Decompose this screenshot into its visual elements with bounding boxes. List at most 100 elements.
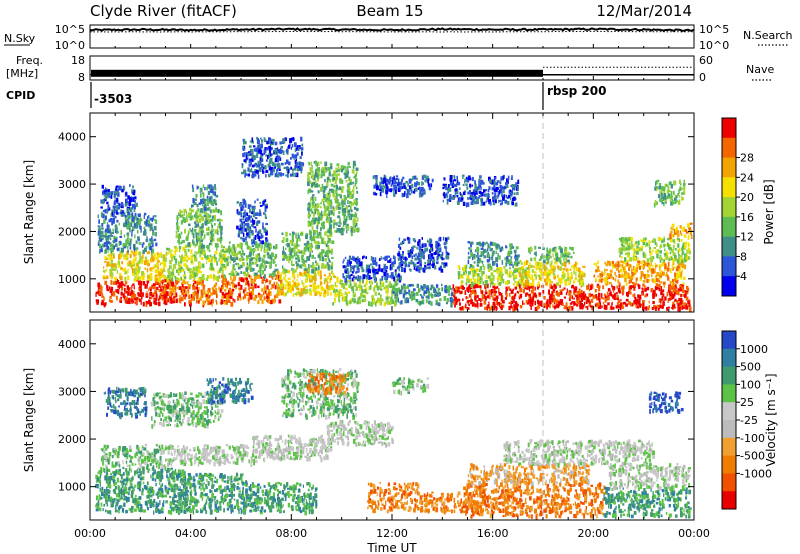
range-cell [675, 287, 677, 291]
range-cell [341, 198, 343, 203]
range-cell [541, 253, 544, 258]
range-cell [575, 266, 578, 272]
range-cell [223, 294, 227, 299]
range-cell [338, 187, 342, 191]
range-cell [202, 197, 205, 202]
range-cell [411, 249, 414, 255]
range-cell [124, 287, 126, 293]
range-cell [534, 286, 536, 291]
range-cell [146, 291, 148, 296]
range-cell [185, 211, 188, 214]
range-cell [312, 181, 315, 185]
range-cell [467, 288, 470, 292]
range-cell [109, 217, 113, 222]
range-cell [135, 276, 138, 281]
range-cell [221, 265, 224, 270]
range-cell [149, 245, 153, 251]
range-cell [356, 190, 359, 194]
range-cell [385, 255, 388, 260]
range-cell [312, 217, 315, 223]
range-cell [253, 210, 255, 216]
range-cell [435, 240, 438, 246]
range-cell [330, 183, 334, 187]
range-cell [171, 298, 174, 303]
range-cell [402, 239, 405, 244]
range-cell [499, 277, 502, 281]
range-cell [315, 261, 318, 267]
range-cell [106, 222, 109, 225]
range-cell [131, 232, 133, 237]
range-cell [222, 254, 225, 258]
range-cell [477, 295, 479, 299]
range-cell [196, 281, 199, 285]
range-cell [410, 252, 412, 257]
range-cell [211, 196, 213, 201]
range-cell [548, 255, 551, 259]
range-cell [151, 257, 155, 262]
range-cell [188, 294, 191, 300]
range-cell [152, 283, 156, 286]
range-cell [183, 290, 187, 296]
range-cell [216, 247, 218, 251]
range-cell [221, 249, 225, 253]
range-cell [315, 230, 318, 233]
range-cell [291, 286, 294, 292]
range-cell [542, 302, 546, 307]
range-cell [307, 247, 309, 252]
range-cell [120, 230, 122, 236]
range-cell [444, 289, 448, 294]
date-title: 12/Mar/2014 [596, 2, 692, 20]
range-cell [134, 212, 137, 218]
range-cell [579, 283, 581, 286]
range-cell [164, 299, 166, 304]
range-cell [119, 298, 122, 301]
range-cell [302, 250, 305, 255]
range-cell [313, 204, 316, 209]
range-cell [356, 202, 358, 207]
range-cell [154, 290, 158, 295]
range-cell [127, 207, 130, 213]
range-cell [138, 251, 142, 256]
range-cell [323, 237, 325, 242]
range-cell [352, 288, 355, 294]
range-cell [162, 254, 164, 258]
range-cell [220, 287, 222, 292]
range-cell [669, 293, 672, 298]
range-cell [385, 284, 389, 288]
range-cell [233, 263, 235, 269]
range-cell [199, 254, 202, 258]
range-cell [621, 303, 624, 308]
range-cell [115, 186, 117, 191]
range-cell [351, 189, 355, 193]
range-cell [425, 247, 429, 251]
range-cell [441, 251, 444, 256]
range-cell [314, 180, 317, 184]
range-cell [132, 197, 135, 202]
range-cell [679, 304, 682, 308]
range-cell [106, 261, 110, 266]
range-cell [667, 268, 670, 271]
range-cell [573, 297, 575, 300]
range-cell [202, 229, 205, 234]
range-cell [151, 252, 153, 256]
range-cell [174, 276, 177, 280]
range-cell [669, 290, 671, 293]
range-cell [106, 239, 109, 242]
range-cell [422, 254, 425, 260]
range-cell [332, 189, 335, 195]
range-cell [565, 259, 568, 264]
range-cell [217, 226, 219, 231]
range-cell [190, 242, 192, 247]
range-cell [197, 287, 200, 292]
range-cell [297, 244, 300, 247]
range-cell [129, 254, 132, 259]
range-cell [552, 247, 555, 252]
range-cell [397, 273, 401, 278]
range-cell [206, 186, 208, 191]
range-cell [120, 281, 124, 285]
range-cell [538, 292, 542, 296]
range-cell [467, 278, 471, 284]
range-cell [101, 244, 105, 248]
range-cell [533, 252, 536, 255]
range-cell [387, 255, 390, 258]
